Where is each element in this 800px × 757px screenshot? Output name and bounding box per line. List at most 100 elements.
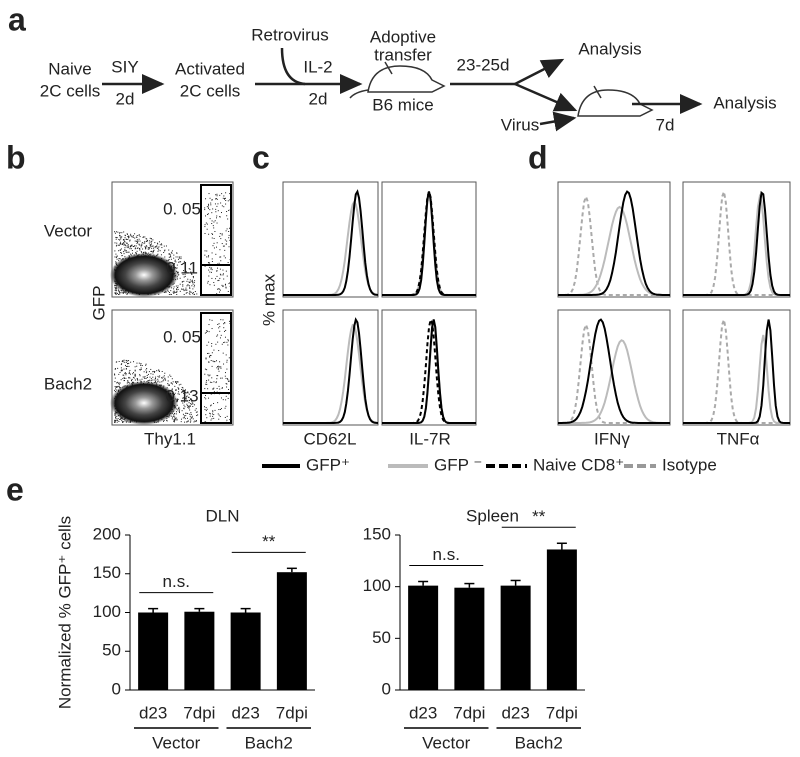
dot [192, 282, 194, 284]
dot [225, 243, 227, 245]
dot [204, 421, 206, 423]
dot [175, 389, 177, 391]
dot [156, 246, 158, 248]
dot [169, 374, 171, 376]
dot [216, 335, 218, 337]
dot [210, 419, 212, 421]
schematic: Naive 2C cells SIY 2d Activated 2C cells… [40, 25, 777, 134]
dot [125, 365, 127, 367]
dot [192, 403, 194, 405]
dot [139, 240, 141, 242]
panel-label: d [528, 139, 548, 175]
dot [141, 365, 143, 367]
bar [454, 587, 485, 690]
dot [178, 410, 180, 412]
dot [174, 418, 176, 420]
dot [116, 386, 118, 388]
dot [186, 395, 188, 397]
dot [147, 248, 149, 250]
dot [119, 419, 121, 421]
dot [226, 215, 228, 217]
dot [223, 363, 225, 365]
dot [228, 283, 230, 285]
group-label: Bach2 [515, 733, 563, 752]
dot [187, 405, 189, 407]
dot [217, 267, 219, 269]
dot [217, 288, 219, 290]
dot [217, 341, 219, 343]
dot [219, 216, 221, 218]
dot [220, 377, 222, 379]
chart-title: DLN [205, 506, 239, 525]
dot [118, 387, 120, 389]
dot [166, 420, 168, 422]
dot [225, 270, 227, 272]
dot [115, 292, 117, 294]
dot [138, 234, 140, 236]
dot [180, 256, 182, 258]
dot [127, 247, 129, 249]
dot [164, 249, 166, 251]
dot [219, 268, 221, 270]
dot [128, 235, 130, 237]
dot [224, 416, 226, 418]
dot [186, 280, 188, 282]
dot [218, 262, 220, 264]
dot [127, 365, 129, 367]
dot [141, 243, 143, 245]
dot [184, 406, 186, 408]
dot [146, 376, 148, 378]
dot [128, 365, 130, 367]
dot [183, 260, 185, 262]
dot [220, 334, 222, 336]
dot [144, 242, 146, 244]
dot [211, 252, 213, 254]
dot [225, 287, 227, 289]
dot [191, 415, 193, 417]
dot [125, 238, 127, 240]
dot [164, 250, 166, 252]
y-tick-label: 50 [102, 641, 121, 660]
dot [175, 417, 177, 419]
dot [122, 292, 124, 294]
dot [122, 292, 124, 294]
dot [177, 409, 179, 411]
dot [217, 280, 219, 282]
dot [117, 293, 119, 295]
dot [204, 254, 206, 256]
dot [127, 381, 129, 383]
dot [186, 417, 188, 419]
dot [141, 242, 143, 244]
dot [216, 270, 218, 272]
dot [220, 274, 222, 276]
dot [145, 238, 147, 240]
histogram-curve [558, 321, 670, 424]
dot [219, 249, 221, 251]
arrow [280, 47, 306, 86]
dot [187, 284, 189, 286]
dot [137, 240, 139, 242]
dot [135, 252, 137, 254]
plot-frame [682, 309, 791, 426]
dot [148, 242, 150, 244]
dot [123, 421, 125, 423]
dot [175, 389, 177, 391]
dot [119, 372, 121, 374]
dot [214, 220, 216, 222]
dot [122, 421, 124, 423]
dot [115, 419, 117, 421]
dot [132, 235, 134, 237]
dot [184, 401, 186, 403]
dot [116, 237, 118, 239]
plot-frame [381, 309, 477, 426]
plot-frame [282, 309, 379, 426]
dot [146, 240, 148, 242]
dot [177, 278, 179, 280]
dot [121, 232, 123, 234]
dot [206, 380, 208, 382]
y-tick-label: 0 [382, 679, 391, 698]
dot [212, 411, 214, 413]
dot [158, 376, 160, 378]
dot [186, 405, 188, 407]
dot [180, 264, 182, 266]
